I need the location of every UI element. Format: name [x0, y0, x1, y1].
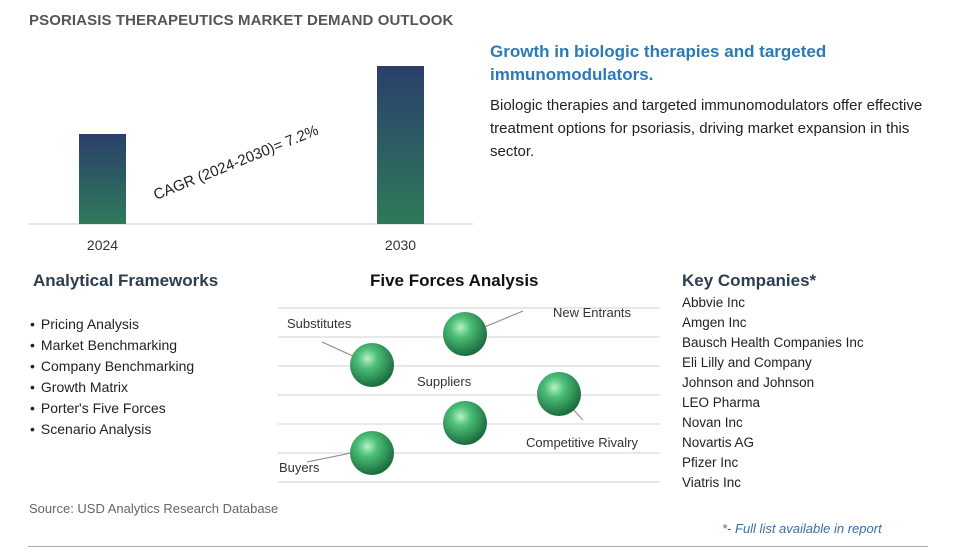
- company-item: Abbvie Inc: [682, 295, 746, 310]
- companies-heading: Key Companies*: [682, 271, 817, 290]
- label-new-entrants: New Entrants: [553, 305, 632, 320]
- company-item: Viatris Inc: [682, 475, 742, 490]
- company-item: Novartis AG: [682, 435, 755, 450]
- company-item: Amgen Inc: [682, 315, 747, 330]
- x-tick-label: 2030: [385, 237, 416, 253]
- company-item: Eli Lilly and Company: [682, 355, 812, 370]
- list-item: Pricing Analysis: [30, 314, 194, 335]
- new-entrants-sphere: [443, 312, 487, 356]
- cagr-label: CAGR (2024-2030)= 7.2%: [151, 122, 321, 204]
- label-suppliers: Suppliers: [417, 374, 472, 389]
- grid-lines: [278, 307, 660, 483]
- headline: Growth in biologic therapies and targete…: [490, 42, 827, 84]
- list-item: Company Benchmarking: [30, 356, 194, 377]
- companies-list: Abbvie Inc Amgen Inc Bausch Health Compa…: [682, 293, 864, 493]
- list-item: Growth Matrix: [30, 377, 194, 398]
- competitive-rivalry-sphere: [537, 372, 581, 416]
- bottom-divider: [28, 546, 928, 547]
- list-item: Market Benchmarking: [30, 335, 194, 356]
- frameworks-heading: Analytical Frameworks: [33, 271, 219, 290]
- company-item: Johnson and Johnson: [682, 375, 815, 390]
- list-item: Scenario Analysis: [30, 419, 194, 440]
- company-item: Bausch Health Companies Inc: [682, 335, 864, 350]
- source-text: Source: USD Analytics Research Database: [29, 501, 279, 516]
- label-substitutes: Substitutes: [287, 316, 352, 331]
- five-forces-heading: Five Forces Analysis: [370, 271, 539, 290]
- label-competitive-rivalry: Competitive Rivalry: [526, 435, 638, 450]
- substitutes-sphere: [350, 343, 394, 387]
- bar-2024: [79, 134, 126, 224]
- list-item: Porter's Five Forces: [30, 398, 194, 419]
- label-buyers: Buyers: [279, 460, 320, 475]
- company-item: LEO Pharma: [682, 395, 761, 410]
- page-title: PSORIASIS THERAPEUTICS MARKET DEMAND OUT…: [29, 12, 454, 29]
- market-bar-chart: 2024 2030 CAGR (2024-2030)= 7.2%: [29, 66, 473, 253]
- description-text: Biologic therapies and targeted immunomo…: [490, 97, 923, 160]
- buyers-sphere: [350, 431, 394, 475]
- x-tick-label: 2024: [87, 237, 118, 253]
- company-item: Pfizer Inc: [682, 455, 739, 470]
- bar-2030: [377, 66, 424, 224]
- suppliers-sphere: [443, 401, 487, 445]
- frameworks-list: Pricing Analysis Market Benchmarking Com…: [30, 314, 194, 440]
- company-item: Novan Inc: [682, 415, 743, 430]
- footnote-text: *- Full list available in report: [722, 521, 882, 536]
